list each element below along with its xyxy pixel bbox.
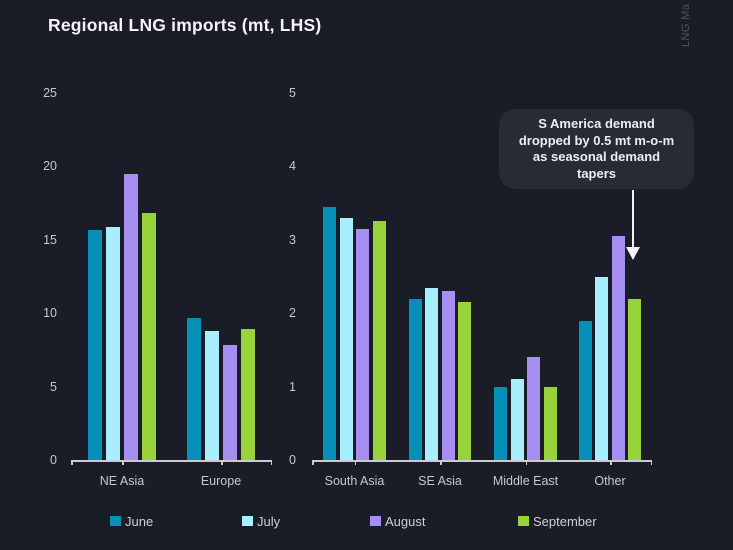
y-axis-tick-label: 10 [43, 306, 57, 321]
legend-swatch-icon [370, 515, 381, 526]
x-axis-tick [610, 460, 612, 465]
x-axis-line [312, 460, 652, 462]
x-axis-tick [650, 460, 652, 465]
bar-july-ne-asia [106, 226, 120, 460]
bar-september-ne-asia [142, 213, 156, 460]
annotation-callout: S America demand dropped by 0.5 mt m-o-m… [499, 109, 694, 189]
x-axis-tick [71, 460, 73, 465]
bar-june-se-asia [408, 298, 422, 460]
annotation-text-line: dropped by 0.5 mt m-o-m [518, 132, 675, 148]
bar-september-middle-east [543, 386, 557, 460]
bar-july-se-asia [425, 287, 439, 460]
bar-june-europe [187, 317, 201, 460]
bar-june-ne-asia [88, 229, 102, 460]
bar-july-europe [205, 330, 219, 460]
legend-label: September [533, 514, 597, 529]
y-axis-tick-label: 20 [43, 159, 57, 174]
y-axis-tick-label: 3 [289, 232, 296, 247]
annotation-text-line: tapers [576, 165, 617, 181]
x-axis-tick [122, 460, 124, 465]
bar-july-south-asia [339, 217, 353, 460]
y-axis-tick-label: 4 [289, 159, 296, 174]
watermark-text: LNG Ma [680, 3, 692, 47]
x-axis-category-label: NE Asia [99, 474, 145, 488]
x-axis-tick [525, 460, 527, 465]
annotation-arrow-line [631, 190, 634, 247]
y-axis-tick-label: 0 [289, 453, 296, 467]
y-axis-tick-label: 0 [50, 453, 57, 467]
x-axis-category-label: Other [594, 474, 626, 488]
bar-september-europe [241, 329, 255, 460]
legend-label: June [125, 514, 154, 529]
bar-august-se-asia [441, 291, 455, 460]
bar-july-middle-east [510, 379, 524, 460]
x-axis-category-label: Europe [200, 474, 242, 488]
bar-september-se-asia [458, 302, 472, 460]
y-axis-tick-label: 15 [43, 232, 57, 247]
x-axis-tick [221, 460, 223, 465]
legend-label: August [385, 514, 426, 529]
x-axis-tick [354, 460, 356, 465]
legend-swatch-icon [110, 515, 121, 526]
bar-july-other [595, 276, 609, 460]
bar-june-middle-east [494, 386, 508, 460]
annotation-text-line: S America demand [538, 116, 655, 131]
y-axis-tick-label: 1 [289, 379, 296, 394]
x-axis-category-label: Middle East [492, 474, 559, 488]
bar-august-other [611, 236, 625, 460]
x-axis-category-label: South Asia [324, 474, 385, 488]
annotation-text-line: as seasonal demand [532, 149, 661, 164]
x-axis-line [71, 460, 272, 462]
x-axis-category-label: SE Asia [418, 474, 462, 488]
y-axis-tick-label: 5 [50, 379, 57, 394]
y-axis-tick-label: 2 [289, 306, 296, 321]
y-axis-tick-label: 5 [289, 86, 296, 100]
bar-june-south-asia [323, 206, 337, 460]
bar-august-europe [223, 345, 237, 460]
x-axis-tick [312, 460, 314, 465]
legend-swatch-icon [518, 515, 529, 526]
annotation-arrow-head-icon [625, 247, 640, 260]
bar-september-south-asia [372, 221, 386, 460]
y-axis-tick-label: 25 [43, 86, 57, 100]
legend-swatch-icon [242, 515, 253, 526]
x-axis-tick [270, 460, 272, 465]
bar-august-ne-asia [124, 173, 138, 460]
legend-label: July [257, 514, 281, 529]
bar-august-south-asia [356, 228, 370, 460]
bar-august-middle-east [527, 357, 541, 460]
bar-september-other [628, 298, 642, 460]
chart-title: Regional LNG imports (mt, LHS) [48, 15, 322, 35]
x-axis-tick [440, 460, 442, 465]
bar-june-other [578, 320, 592, 460]
